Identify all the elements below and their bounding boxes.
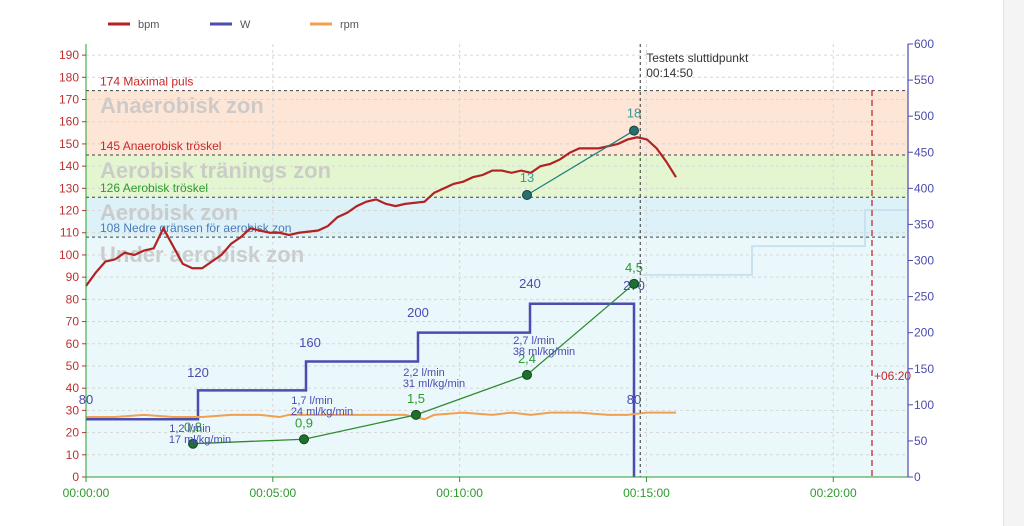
y-right-tick-label: 200 — [914, 326, 934, 340]
y-left-tick-label: 80 — [66, 292, 80, 306]
legend-label: bpm — [138, 19, 159, 31]
zone-name: Aerobisk tränings zon — [100, 158, 331, 183]
end-marker-label: Testets sluttidpunkt — [646, 51, 749, 65]
lactate-point — [188, 438, 198, 449]
y-left-tick-label: 130 — [59, 181, 79, 195]
y-left-tick-label: 100 — [59, 248, 79, 262]
x-tick-label: 00:10:00 — [436, 486, 483, 500]
window-edge — [1003, 0, 1024, 526]
lactate-point — [411, 409, 421, 420]
y-left-tick-label: 180 — [59, 70, 79, 84]
borg-label: 13 — [520, 170, 534, 185]
vo2-line2: 38 ml/kg/min — [513, 346, 575, 358]
vo2-line2: 17 ml/kg/min — [169, 434, 231, 446]
borg-label: 18 — [627, 106, 641, 121]
threshold-label: 126 Aerobisk tröskel — [100, 181, 208, 195]
lactate-label: 0,9 — [295, 415, 313, 430]
vo2-line2: 24 ml/kg/min — [291, 406, 353, 418]
y-right-tick-label: 250 — [914, 290, 934, 304]
y-right-tick-label: 400 — [914, 181, 934, 195]
bpm-line — [85, 136, 677, 287]
lactate-label: 0,8 — [184, 420, 202, 435]
lactate-point — [522, 369, 532, 380]
y-left-tick-label: 170 — [59, 93, 79, 107]
y-left-tick-label: 150 — [59, 137, 79, 151]
borg-point — [522, 189, 532, 200]
projection-line — [640, 208, 908, 276]
y-left-tick-label: 40 — [66, 381, 80, 395]
lactate-point — [299, 434, 309, 445]
x-tick-label: 00:20:00 — [810, 486, 857, 500]
y-right-tick-label: 150 — [914, 362, 934, 376]
end-marker-time: 00:14:50 — [646, 66, 693, 80]
y-right-tick-label: 50 — [914, 434, 928, 448]
threshold-label: 174 Maximal puls — [100, 75, 193, 89]
legend-label: W — [240, 19, 251, 31]
borg-point — [629, 125, 639, 136]
watt-step-label: 120 — [187, 365, 209, 380]
legend-label: rpm — [340, 19, 359, 31]
y-left-tick-label: 120 — [59, 204, 79, 218]
y-right-tick-label: 0 — [914, 470, 921, 484]
vo2-line1: 2,7 l/min — [513, 335, 555, 347]
vo2-line1: 1,2 l/min — [169, 423, 211, 435]
vo2-line1: 2,2 l/min — [403, 367, 445, 379]
y-left-tick-label: 190 — [59, 48, 79, 62]
y-right-tick-label: 600 — [914, 37, 934, 51]
x-tick-label: 00:15:00 — [623, 486, 670, 500]
y-right-tick-label: 300 — [914, 254, 934, 268]
offset-marker-label: +06:20 — [874, 369, 911, 383]
y-left-tick-label: 50 — [66, 359, 80, 373]
vo2-line2: 31 ml/kg/min — [403, 378, 465, 390]
lactate-label: 1,5 — [407, 391, 425, 406]
zone-name: Aerobisk zon — [100, 200, 238, 225]
x-tick-label: 00:00:00 — [63, 486, 110, 500]
y-left-tick-label: 10 — [66, 448, 80, 462]
zone-band — [86, 155, 908, 198]
watt-step-label: 80 — [627, 392, 641, 407]
y-left-tick-label: 20 — [66, 426, 80, 440]
y-left-tick-label: 0 — [72, 470, 79, 484]
lactate-label: 4,5 — [625, 260, 643, 275]
watt-line — [86, 302, 636, 477]
lactate-label: 2,4 — [518, 351, 536, 366]
y-left-tick-label: 30 — [66, 403, 80, 417]
lactate-point — [629, 278, 639, 289]
y-left-tick-label: 110 — [60, 226, 79, 240]
threshold-label: 145 Anaerobisk tröskel — [100, 139, 221, 153]
y-left-tick-label: 90 — [66, 270, 80, 284]
x-tick-label: 00:05:00 — [249, 486, 296, 500]
y-right-tick-label: 500 — [914, 109, 934, 123]
y-right-tick-label: 450 — [914, 145, 934, 159]
y-left-tick-label: 60 — [66, 337, 80, 351]
watt-step-label: 160 — [299, 335, 321, 350]
y-left-tick-label: 140 — [59, 159, 79, 173]
watt-step-label: 200 — [407, 305, 429, 320]
y-left-tick-label: 70 — [66, 315, 80, 329]
y-right-tick-label: 350 — [914, 217, 934, 231]
y-right-tick-label: 550 — [914, 73, 934, 87]
threshold-label: 108 Nedre gränsen för aerobisk zon — [100, 221, 291, 235]
zone-band — [86, 197, 908, 238]
watt-step-label: 240 — [519, 276, 541, 291]
zone-name: Anaerobisk zon — [100, 93, 264, 118]
borg-line — [526, 130, 635, 196]
y-left-tick-label: 160 — [59, 115, 79, 129]
vo2-line1: 1,7 l/min — [291, 395, 333, 407]
y-right-tick-label: 100 — [914, 398, 934, 412]
